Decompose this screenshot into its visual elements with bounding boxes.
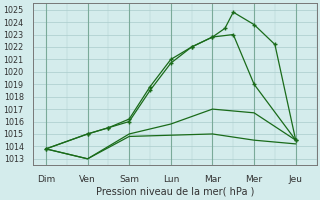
X-axis label: Pression niveau de la mer( hPa ): Pression niveau de la mer( hPa )	[96, 187, 254, 197]
